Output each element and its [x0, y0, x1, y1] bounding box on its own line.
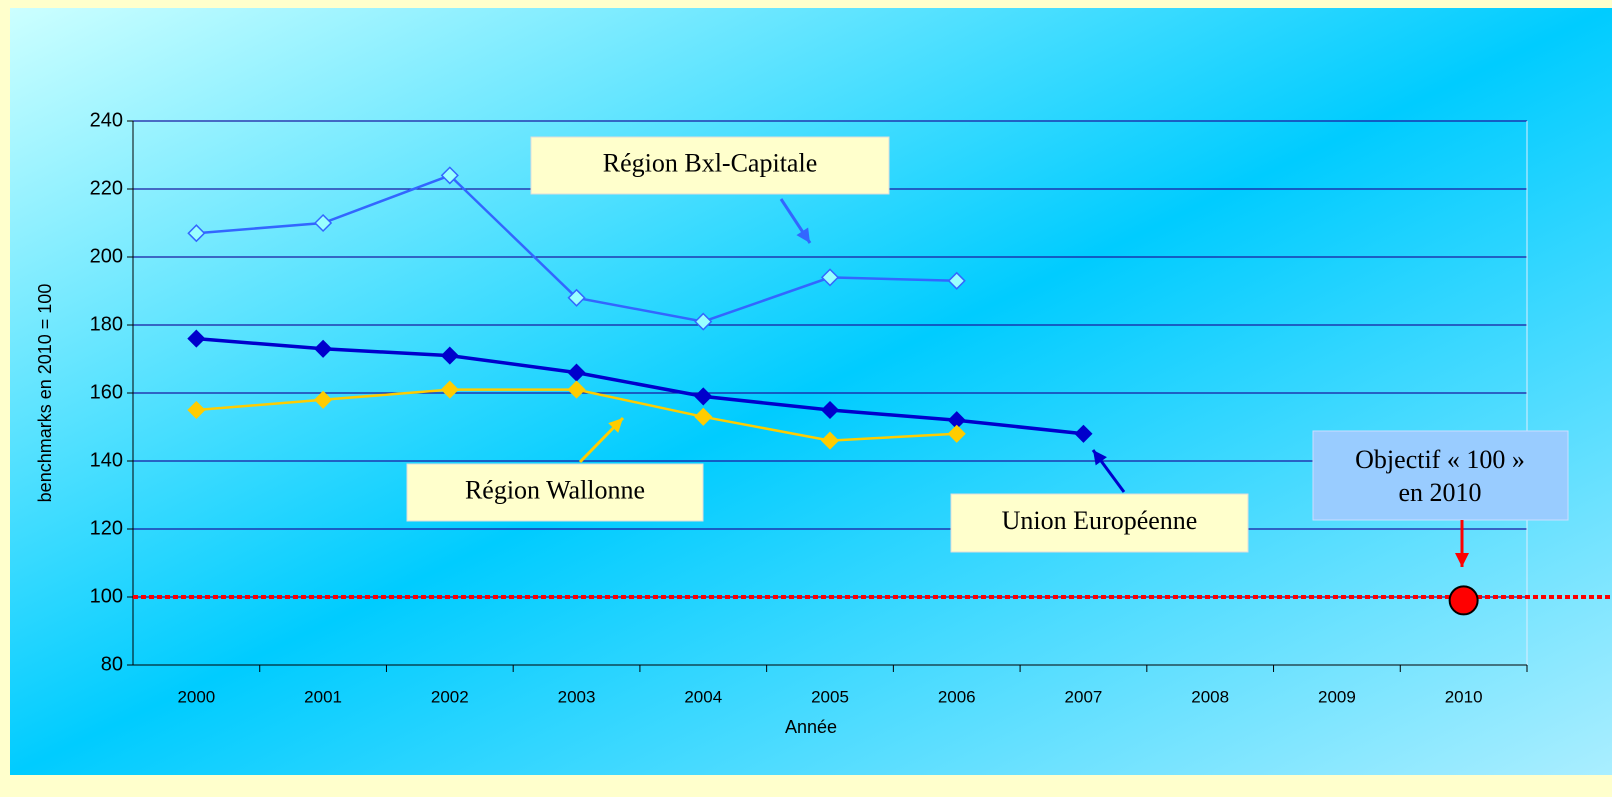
x-tick-label: 2007 [1065, 687, 1103, 706]
series-marker [187, 329, 206, 348]
series-marker [440, 346, 459, 365]
series-marker [820, 268, 840, 287]
series-marker [314, 390, 333, 409]
x-tick-label: 2001 [304, 687, 342, 706]
series-marker [314, 339, 333, 358]
series-marker [187, 224, 206, 243]
x-tick-label: 2004 [684, 687, 722, 706]
series-marker [567, 380, 586, 399]
series-marker [694, 407, 713, 426]
y-tick-label: 160 [90, 381, 123, 403]
x-tick-label: 2010 [1445, 687, 1483, 706]
y-tick-label: 100 [90, 585, 123, 607]
series-marker [187, 400, 206, 420]
annotation-text: en 2010 [1398, 478, 1481, 507]
series-marker [694, 387, 713, 406]
annotation-text: Objectif « 100 » [1355, 445, 1525, 474]
x-tick-label: 2003 [558, 687, 596, 706]
x-tick-label: 2000 [177, 687, 215, 706]
y-tick-label: 220 [90, 177, 123, 199]
series-label-box [530, 136, 890, 195]
y-tick-label: 120 [90, 517, 123, 539]
series-marker [820, 400, 840, 420]
series-marker [947, 271, 966, 290]
series-marker [314, 213, 333, 233]
x-axis-label: Année [785, 717, 837, 737]
chart-background [10, 8, 1612, 775]
y-tick-label: 240 [90, 109, 123, 131]
series-line [196, 336, 1084, 436]
series-label-box [406, 463, 704, 522]
series-label-arrow-head [796, 227, 810, 243]
series-marker [694, 312, 713, 331]
x-tick-label: 2002 [431, 687, 469, 706]
x-tick-label: 2006 [938, 687, 976, 706]
series-label-box [950, 493, 1249, 553]
y-tick-label: 80 [101, 653, 123, 675]
y-tick-label: 140 [90, 449, 123, 471]
y-axis-label: benchmarks en 2010 = 100 [35, 284, 55, 503]
annotation-arrow-head [1455, 553, 1469, 567]
annotation-box [1312, 430, 1569, 521]
x-tick-label: 2005 [811, 687, 849, 706]
series-marker [440, 380, 459, 399]
series-label: Union Européenne [1002, 506, 1198, 535]
x-tick-label: 2009 [1318, 687, 1356, 706]
y-tick-label: 180 [90, 313, 123, 335]
target-point [1448, 585, 1479, 616]
y-tick-label: 200 [90, 245, 123, 267]
series-marker [820, 431, 840, 450]
series-label: Région Bxl-Capitale [603, 148, 817, 177]
series-label-arrow-head [1093, 450, 1107, 466]
series-marker [1074, 424, 1093, 443]
series-marker [947, 424, 966, 443]
x-tick-label: 2008 [1191, 687, 1229, 706]
series-label-arrow-head [608, 418, 623, 433]
series-label: Région Wallonne [465, 475, 645, 504]
series-marker [440, 166, 459, 185]
series-marker [567, 288, 586, 307]
